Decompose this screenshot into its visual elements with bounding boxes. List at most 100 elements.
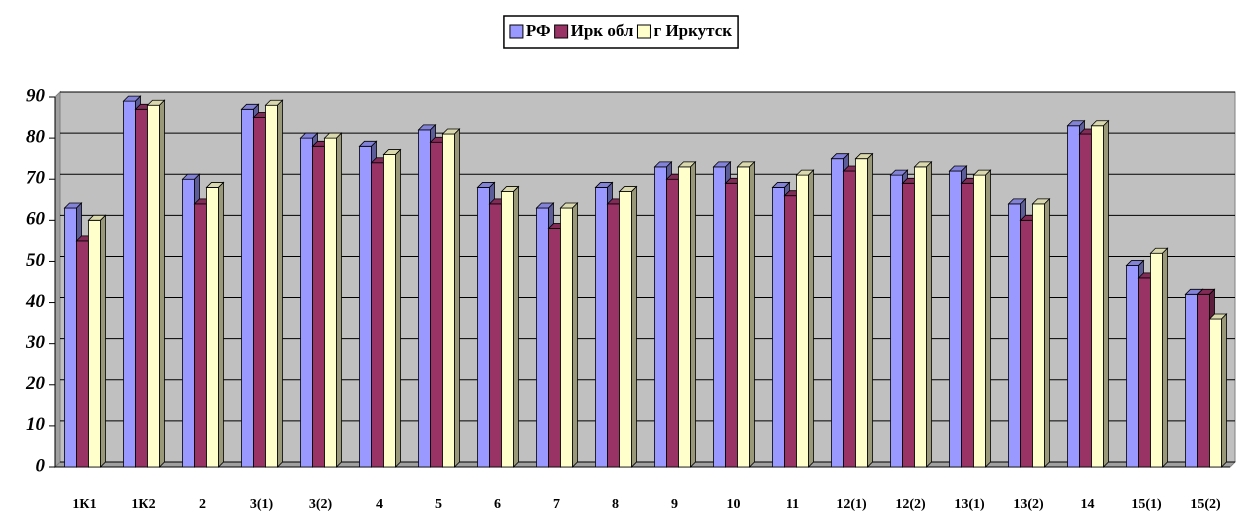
bar-front (1126, 265, 1139, 468)
bar-side (572, 202, 578, 468)
bar-side (1044, 197, 1050, 468)
bar (382, 148, 402, 468)
x-tick-label: 12(1) (836, 497, 867, 512)
bar (264, 99, 284, 468)
bar-front (1008, 203, 1021, 468)
x-tick-label: 13(2) (1013, 497, 1044, 512)
bar-front (1209, 318, 1222, 468)
bar-front (383, 154, 396, 468)
x-tick-label: 6 (494, 497, 501, 512)
x-tick-label: 3(2) (309, 497, 333, 512)
x-tick-label: 1К1 (72, 497, 96, 512)
bar-side (513, 185, 519, 468)
bar-front (1020, 219, 1033, 468)
bar (913, 160, 933, 468)
x-tick-label: 1К2 (131, 497, 155, 512)
bar-front (501, 191, 514, 468)
bar-side (690, 160, 696, 468)
bar-front (206, 187, 219, 468)
bar-front (796, 174, 809, 468)
bar (1090, 119, 1110, 468)
bar-front (536, 207, 549, 468)
bar-front (843, 170, 856, 468)
legend-label: г Иркутск (653, 21, 732, 40)
plot-floor (53, 461, 1237, 468)
bar-front (1032, 203, 1045, 468)
y-tick-label: 80 (26, 126, 46, 147)
bar-front (64, 207, 77, 468)
bar-front (678, 166, 691, 468)
bar-front (890, 174, 903, 468)
bar-front (961, 182, 974, 468)
bar-side (159, 99, 165, 468)
side-wall (54, 90, 61, 469)
x-tick-label: 12(2) (895, 497, 926, 512)
bar (1149, 247, 1169, 468)
x-tick-label: 9 (671, 497, 678, 512)
bar-front (607, 203, 620, 468)
y-tick-label: 60 (26, 209, 46, 230)
y-tick-label: 40 (25, 291, 46, 312)
x-tick-label: 7 (553, 497, 560, 512)
bar-side (100, 214, 106, 468)
bar-front (973, 174, 986, 468)
y-tick-label: 50 (26, 250, 46, 271)
bar-front (194, 203, 207, 468)
bar-side (631, 185, 637, 468)
bar-front (76, 240, 89, 468)
bar-front (737, 166, 750, 468)
y-tick-label: 70 (26, 168, 46, 189)
bar-front (324, 137, 337, 468)
bar-front (725, 182, 738, 468)
bar-front (595, 187, 608, 468)
bar-side (395, 148, 401, 468)
legend-label: РФ (526, 21, 551, 40)
bar-front (147, 104, 160, 468)
bar-front (477, 187, 490, 468)
x-tick-label: 15(2) (1190, 497, 1221, 512)
bar-front (666, 178, 679, 468)
x-tick-label: 8 (612, 497, 619, 512)
bar-side (808, 169, 814, 468)
bar (618, 185, 638, 468)
bar (972, 169, 992, 468)
bar-side (277, 99, 283, 468)
bar-front (371, 162, 384, 468)
bar-front (784, 195, 797, 468)
bar-front (418, 129, 431, 468)
bar-front (253, 117, 266, 468)
x-tick-label: 10 (727, 497, 741, 512)
y-tick-label: 10 (26, 414, 46, 435)
bar-front (300, 137, 313, 468)
bar (87, 214, 107, 468)
bar-front (855, 158, 868, 468)
y-tick-label: 30 (25, 332, 46, 353)
y-tick-label: 20 (25, 373, 46, 394)
legend-swatch (509, 24, 524, 39)
bar-front (489, 203, 502, 468)
bar-front (654, 166, 667, 468)
bar-side (454, 128, 460, 468)
bar-front (1138, 277, 1151, 468)
x-tick-label: 15(1) (1131, 497, 1162, 512)
bar-side (749, 160, 755, 468)
y-tick-label: 0 (36, 455, 46, 476)
x-tick-label: 2 (199, 497, 206, 512)
x-tick-label: 13(1) (954, 497, 985, 512)
bar-front (619, 191, 632, 468)
bar (323, 132, 343, 468)
bar-front (359, 145, 372, 468)
bar-front (1197, 293, 1210, 468)
bar (205, 181, 225, 468)
bar-front (548, 228, 561, 468)
bar-front (265, 104, 278, 468)
bar (441, 128, 461, 468)
bar-front (135, 108, 148, 468)
bar-front (241, 108, 254, 468)
bar-front (902, 182, 915, 468)
legend: РФ Ирк обл г Иркутск (503, 15, 739, 49)
bar (500, 185, 520, 468)
x-tick-label: 11 (786, 497, 799, 512)
bar-front (949, 170, 962, 468)
bar (736, 160, 756, 468)
